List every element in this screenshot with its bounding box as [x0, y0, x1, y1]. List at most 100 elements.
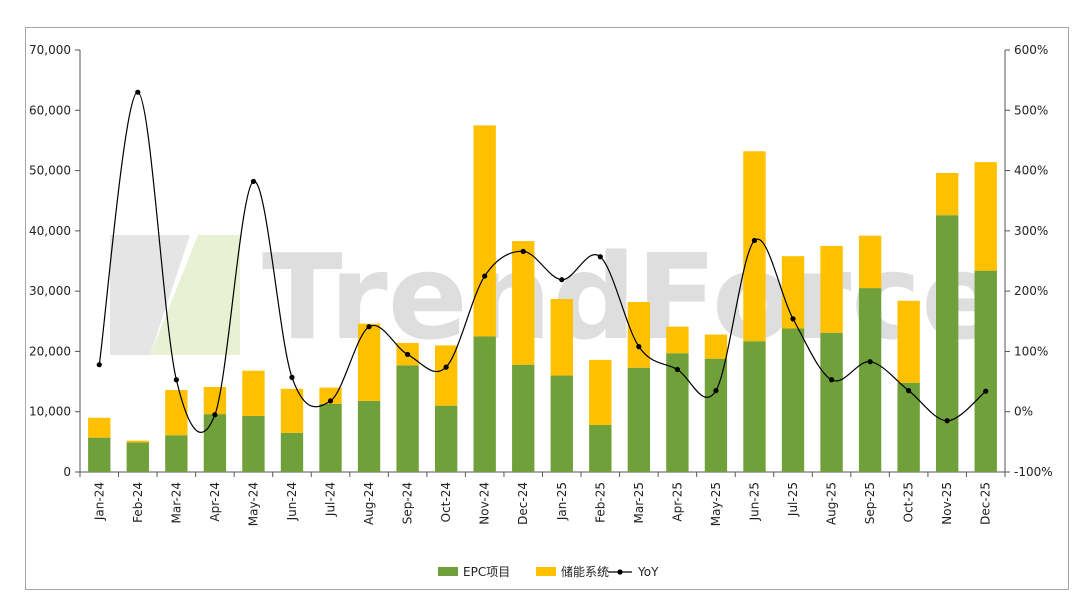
bar-epc — [126, 442, 149, 472]
yoy-point — [173, 377, 179, 383]
bar-epc — [512, 364, 535, 472]
bar-storage — [512, 241, 535, 365]
x-tick-label: Aug-25 — [825, 482, 839, 525]
yoy-point — [366, 324, 372, 330]
yoy-point — [751, 237, 758, 244]
legend-label-storage: 储能系统 — [561, 564, 609, 579]
x-tick-label: May-25 — [709, 482, 723, 526]
bar-storage — [858, 235, 882, 289]
legend-label-epc: EPC项目 — [463, 565, 510, 579]
bar-storage — [820, 245, 843, 333]
yoy-point — [520, 248, 526, 254]
y-left-tick-label: 60,000 — [29, 103, 71, 117]
x-tick-label: Jul-25 — [786, 482, 800, 517]
x-tick-label: Nov-25 — [940, 482, 954, 525]
yoy-point — [559, 277, 565, 283]
y-left-tick-label: 20,000 — [29, 344, 71, 358]
yoy-point — [906, 388, 912, 394]
yoy-point — [443, 364, 449, 370]
yoy-point — [867, 359, 873, 365]
x-tick-label: Oct-25 — [902, 482, 916, 522]
y-right-tick-label: 100% — [1014, 344, 1048, 358]
legend-swatch-epc — [438, 567, 458, 576]
yoy-point — [636, 344, 642, 350]
bar-epc — [242, 415, 265, 472]
bar-epc — [473, 336, 496, 472]
bar-storage — [126, 440, 149, 443]
bar-storage — [165, 390, 188, 436]
bar-epc — [666, 353, 689, 472]
yoy-point — [212, 412, 218, 418]
bar-epc — [589, 424, 612, 472]
bar-storage — [550, 298, 573, 376]
bars — [88, 125, 997, 472]
x-tick-label: Mar-24 — [169, 482, 183, 523]
x-tick-label: Sep-24 — [401, 482, 415, 524]
bar-epc — [357, 400, 381, 472]
bar-storage — [666, 326, 689, 354]
watermark-logo-left — [110, 235, 190, 355]
y-left-tick-label: 30,000 — [29, 284, 71, 298]
x-tick-label: Apr-24 — [208, 482, 222, 522]
yoy-point — [135, 89, 141, 95]
bar-epc — [858, 288, 882, 472]
bar-epc — [396, 365, 419, 472]
bar-epc — [704, 358, 728, 472]
x-tick-label: Jun-24 — [285, 482, 299, 521]
bar-storage — [319, 387, 342, 404]
x-tick-label: Dec-25 — [979, 482, 993, 525]
bar-epc — [897, 382, 920, 472]
axes: 0 10,000 20,000 30,000 40,000 50,000 60,000 70,… — [29, 43, 1053, 526]
x-tick-label: Apr-25 — [670, 482, 684, 522]
x-tick-label: Nov-24 — [478, 482, 492, 525]
yoy-point — [250, 178, 257, 185]
bar-epc — [974, 270, 997, 472]
legend-marker-yoy — [617, 569, 623, 575]
y-left-tick-label: 50,000 — [29, 164, 71, 178]
x-tick-label: Oct-24 — [439, 482, 453, 522]
y-right-tick-label: 600% — [1014, 43, 1048, 57]
bar-epc — [203, 414, 227, 472]
bar-storage — [936, 172, 959, 216]
y-left-tick-label: 70,000 — [29, 43, 71, 57]
watermark-logo-right — [150, 235, 240, 355]
bar-epc — [88, 437, 111, 472]
x-tick-label: Sep-25 — [863, 482, 877, 524]
bar-epc — [550, 375, 573, 472]
yoy-point — [713, 388, 719, 394]
y-left-tick-label: 0 — [63, 465, 71, 479]
x-tick-label: Jan-24 — [92, 482, 106, 521]
yoy-point — [597, 254, 603, 260]
x-tick-label: Dec-24 — [516, 482, 530, 525]
y-right-tick-label: 200% — [1014, 284, 1048, 298]
x-tick-label: Feb-25 — [593, 482, 607, 523]
bar-epc — [820, 332, 843, 472]
y-left-tick-label: 10,000 — [29, 405, 71, 419]
yoy-point — [289, 374, 295, 380]
yoy-point — [482, 273, 488, 279]
yoy-line — [96, 89, 989, 433]
y-right-tick-label: 500% — [1014, 103, 1048, 117]
x-tick-label: Aug-24 — [362, 482, 376, 525]
yoy-point — [674, 366, 680, 373]
legend-swatch-storage — [536, 567, 556, 576]
yoy-point — [790, 316, 796, 322]
bar-storage — [434, 345, 458, 406]
y-right-tick-label: -100% — [1014, 465, 1053, 479]
bar-storage — [473, 125, 496, 337]
y-right-tick-label: 300% — [1014, 224, 1048, 238]
bar-storage — [242, 370, 265, 416]
bar-storage — [704, 334, 728, 359]
x-tick-label: Jun-25 — [747, 482, 761, 521]
x-tick-label: Jan-25 — [555, 482, 569, 521]
bar-epc — [936, 215, 959, 472]
bar-storage — [88, 417, 111, 438]
y-left-tick-label: 40,000 — [29, 224, 71, 238]
bar-storage — [203, 386, 227, 415]
bar-storage — [781, 256, 805, 329]
yoy-point — [405, 351, 411, 358]
yoy-point — [828, 377, 835, 383]
yoy-point — [96, 362, 102, 368]
x-tick-label: Mar-25 — [632, 482, 646, 523]
